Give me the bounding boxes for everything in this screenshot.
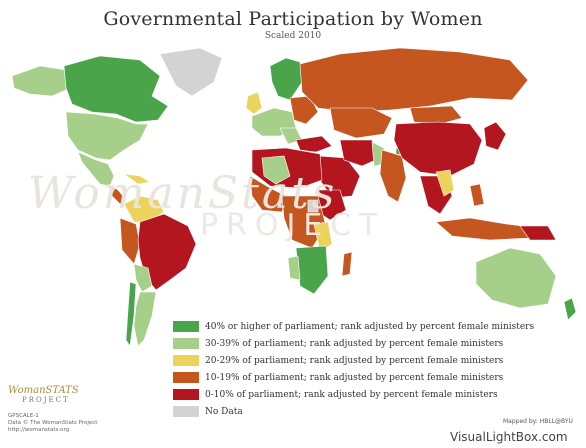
region-chile [125, 281, 137, 347]
region-nodata-africa [307, 199, 319, 213]
legend-label: 40% or higher of parliament; rank adjust… [205, 321, 535, 332]
legend-item: 0-10% of parliament; rank adjusted by pe… [173, 386, 533, 403]
map-code: GPSCALE-1 [8, 413, 39, 419]
map-title: Governmental Participation by Women [103, 8, 483, 30]
region-china [393, 121, 483, 177]
source-url: http://womanstats.org [8, 427, 70, 433]
legend-item: No Data [173, 403, 533, 420]
region-usa [65, 111, 149, 161]
region-greenland [159, 47, 223, 97]
legend-swatch [173, 355, 199, 366]
region-colombia-venezuela [123, 195, 165, 223]
region-png [519, 225, 557, 241]
region-southern-africa [295, 245, 329, 295]
legend-swatch [173, 406, 199, 417]
region-east-africa [313, 221, 333, 253]
legend-swatch [173, 338, 199, 349]
legend-label: No Data [205, 406, 243, 417]
region-australia [475, 247, 557, 309]
region-mongolia [409, 105, 463, 125]
region-namibia [287, 255, 301, 281]
region-madagascar [341, 251, 353, 277]
logo-project: PROJECT [22, 396, 70, 404]
legend-label: 20-29% of parliament; rank adjusted by p… [205, 355, 504, 366]
region-korea-japan [483, 121, 507, 151]
region-central-america [107, 183, 127, 205]
mapped-by: Mapped by: HBLL@BYU [503, 418, 573, 425]
legend-swatch [173, 372, 199, 383]
region-bolivia-paraguay [133, 263, 153, 293]
logo-brand: WomanSTATS [8, 385, 79, 396]
credits: GPSCALE-1 Data © The WomanStats Project … [8, 413, 97, 434]
region-caribbean [123, 173, 151, 185]
region-russia [299, 47, 529, 113]
region-new-zealand [563, 297, 577, 321]
legend-label: 10-19% of parliament; rank adjusted by p… [205, 372, 504, 383]
watermark-wordmark: WomanStats [28, 168, 338, 219]
legend-swatch [173, 321, 199, 332]
data-credit: Data © The WomanStats Project [8, 420, 98, 426]
womanstats-logo: WomanSTATS PROJECT [8, 385, 79, 404]
region-turkey [295, 135, 333, 153]
region-west-africa [249, 175, 287, 213]
region-uk-ireland [245, 91, 263, 115]
region-iran-afghanistan [339, 139, 381, 167]
legend-label: 0-10% of parliament; rank adjusted by pe… [205, 389, 498, 400]
legend-item: 30-39% of parliament; rank adjusted by p… [173, 335, 533, 352]
legend-item: 20-29% of parliament; rank adjusted by p… [173, 352, 533, 369]
watermark-project: PROJECT [200, 208, 386, 243]
legend-item: 40% or higher of parliament; rank adjust… [173, 318, 535, 335]
site-credit: VisualLightBox.com [450, 430, 568, 444]
region-argentina [133, 291, 157, 347]
region-scandinavia [269, 57, 303, 101]
region-brazil [137, 213, 197, 291]
region-sahel [261, 155, 291, 185]
region-philippines [469, 183, 485, 207]
legend-item: 10-19% of parliament; rank adjusted by p… [173, 369, 533, 386]
region-central-asia [329, 107, 393, 139]
region-ecuador-peru [119, 217, 141, 265]
map-subtitle: Scaled 2010 [264, 31, 322, 41]
region-canada [63, 55, 169, 123]
region-alaska [11, 65, 71, 97]
legend-label: 30-39% of parliament; rank adjusted by p… [205, 338, 504, 349]
region-laos-vietnam [435, 169, 455, 197]
legend: 40% or higher of parliament; rank adjust… [173, 318, 535, 420]
legend-swatch [173, 389, 199, 400]
